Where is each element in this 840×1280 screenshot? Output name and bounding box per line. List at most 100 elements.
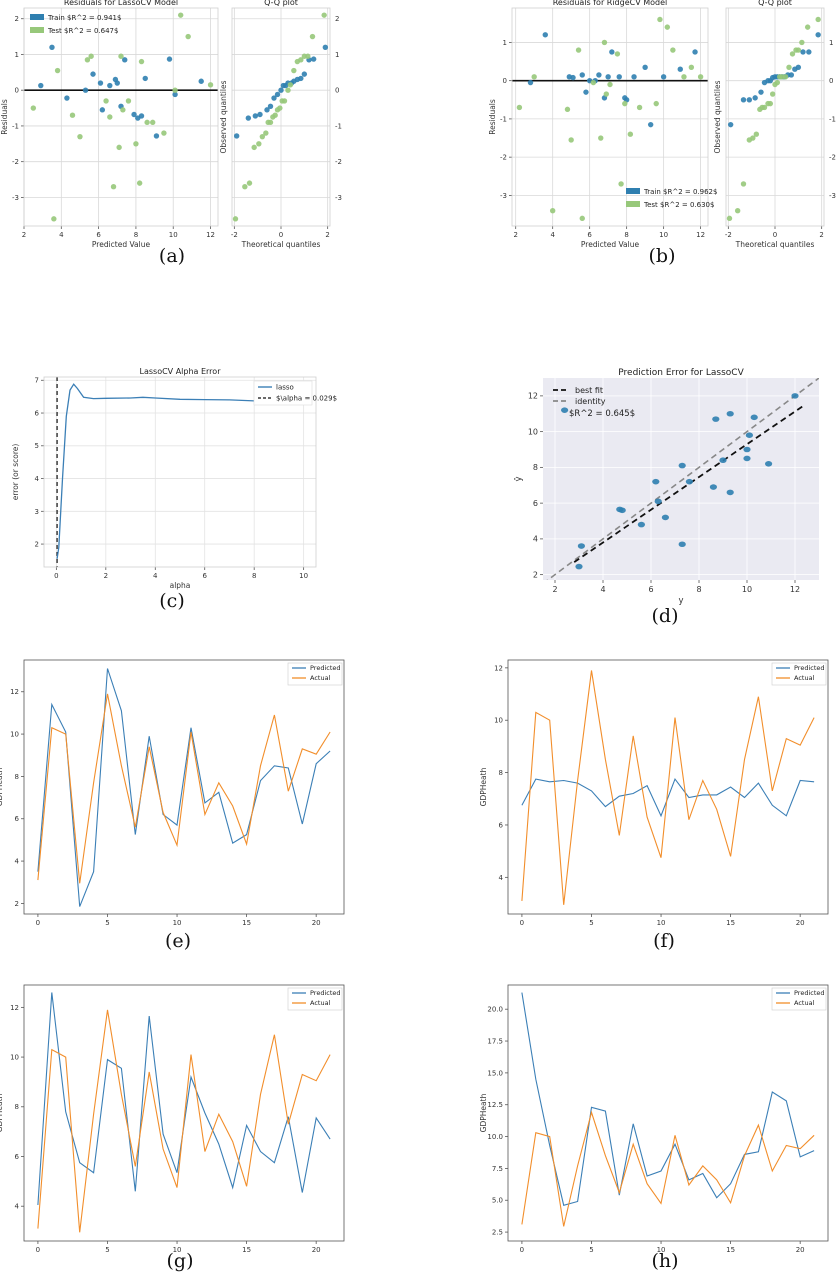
series-line-actual xyxy=(37,1009,331,1233)
data-point xyxy=(734,208,741,214)
y-tick-label: -1 xyxy=(500,115,507,123)
legend: Train $R^2 = 0.941$ Test $R^2 = 0.647$ xyxy=(30,14,121,35)
legend-box xyxy=(253,380,313,406)
chart-d: 2 4 6 8 10 12 2 4 6 8 10 12 Prediction Error for Las… xyxy=(514,368,819,606)
data-point xyxy=(618,507,626,514)
data-point xyxy=(251,144,257,151)
x-tick-label: 0 xyxy=(520,919,524,927)
caption-a: (a) xyxy=(159,245,185,267)
y-tick-label: 17.5 xyxy=(487,1037,503,1045)
y-tick-label: -2 xyxy=(500,154,507,162)
data-point xyxy=(712,416,720,422)
data-point xyxy=(601,39,608,46)
x-tick-label: 6 xyxy=(202,572,207,580)
x-tick-label: 0 xyxy=(54,572,58,580)
data-point xyxy=(177,12,184,18)
data-point xyxy=(685,478,694,485)
data-point xyxy=(653,100,659,107)
data-point xyxy=(161,130,167,136)
y-axis-label: Residuals xyxy=(488,99,497,135)
y-axis-label: error (or score) xyxy=(11,444,20,501)
y-tick-label: -3 xyxy=(500,192,507,200)
y-tick-label: -2 xyxy=(335,158,342,166)
legend: Predicted Actual xyxy=(771,662,827,686)
data-point xyxy=(791,393,799,399)
y-tick-label: 6 xyxy=(533,499,538,508)
data-point xyxy=(605,74,611,80)
data-point xyxy=(709,484,718,490)
y-tick-label: 0 xyxy=(335,87,339,95)
data-point xyxy=(609,49,615,55)
plot-content xyxy=(512,16,708,222)
legend-label: Predicted xyxy=(310,989,341,997)
x-tick-label: 15 xyxy=(726,1246,735,1254)
data-point xyxy=(774,79,781,86)
data-point xyxy=(726,489,734,496)
data-point xyxy=(144,119,150,126)
y-axis-label: GDPHeath xyxy=(0,767,4,806)
y-axis-label: GDPHeath xyxy=(0,1093,4,1132)
data-point xyxy=(30,105,37,111)
data-point xyxy=(740,97,747,103)
x-tick-label: 0 xyxy=(36,1246,40,1254)
y-tick-label: 12.5 xyxy=(487,1101,503,1109)
plot-content xyxy=(521,670,815,905)
data-point xyxy=(252,113,259,119)
data-point xyxy=(172,87,178,93)
y-tick-label: 2 xyxy=(335,15,339,23)
chart-title: LassoCV Alpha Error xyxy=(140,367,222,376)
data-point xyxy=(287,82,294,88)
y-tick-label: 6 xyxy=(499,821,504,829)
y-tick-label: 8 xyxy=(15,1103,19,1111)
y-axis-label: ŷ xyxy=(514,476,524,481)
x-axis-label: Theoretical quantiles xyxy=(735,240,815,249)
y-axis-label: Observed quantiles xyxy=(713,80,722,153)
data-point xyxy=(692,49,698,55)
data-point xyxy=(631,74,637,80)
y-tick-label: 2 xyxy=(15,900,19,908)
plot-content xyxy=(546,378,819,580)
plot-frame xyxy=(507,659,829,915)
caption-b: (b) xyxy=(649,245,676,267)
data-point xyxy=(740,181,747,187)
data-point xyxy=(264,107,270,113)
data-point xyxy=(542,32,548,38)
x-tick-label: 10 xyxy=(657,1246,666,1254)
chart-title: Residuals for RidgeCV Model xyxy=(553,0,668,7)
data-point xyxy=(743,446,751,453)
y-tick-label: 8 xyxy=(533,463,538,472)
data-point xyxy=(789,51,796,57)
y-tick-label: 5.0 xyxy=(492,1197,503,1205)
x-tick-label: 20 xyxy=(312,1246,321,1254)
data-point xyxy=(660,74,667,80)
chart-h: 0 5 10 15 20 2.5 5.0 7.5 10.0 12.5 15.0 17.5 20.0 GDP… xyxy=(479,984,829,1254)
data-point xyxy=(743,455,751,462)
data-point xyxy=(185,33,191,40)
data-point xyxy=(107,114,113,120)
data-point xyxy=(637,521,646,528)
data-point xyxy=(726,215,733,222)
x-axis-label: y xyxy=(678,596,683,606)
chart-e: 0 5 10 15 20 2 4 6 8 10 12 GDPHeath Predicted Actual xyxy=(0,659,345,927)
y-tick-label: 6 xyxy=(35,409,40,417)
x-tick-label: 5 xyxy=(589,1246,593,1254)
x-tick-label: 12 xyxy=(790,585,800,594)
legend-swatch xyxy=(30,14,44,20)
data-point xyxy=(267,119,274,126)
data-point xyxy=(136,180,143,186)
data-point xyxy=(516,104,523,111)
plot-content xyxy=(37,668,331,907)
x-tick-label: 2 xyxy=(325,231,329,239)
legend-label: identity xyxy=(575,397,606,406)
data-point xyxy=(278,87,284,93)
y-tick-label: 4 xyxy=(35,475,40,483)
data-point xyxy=(745,432,754,439)
plot-area xyxy=(512,8,708,226)
best-fit-line xyxy=(573,405,803,563)
identity-line xyxy=(546,378,819,580)
legend-label: Train $R^2 = 0.962$ xyxy=(643,188,717,196)
data-point xyxy=(575,563,583,570)
data-point xyxy=(753,131,760,137)
data-point xyxy=(661,514,670,521)
